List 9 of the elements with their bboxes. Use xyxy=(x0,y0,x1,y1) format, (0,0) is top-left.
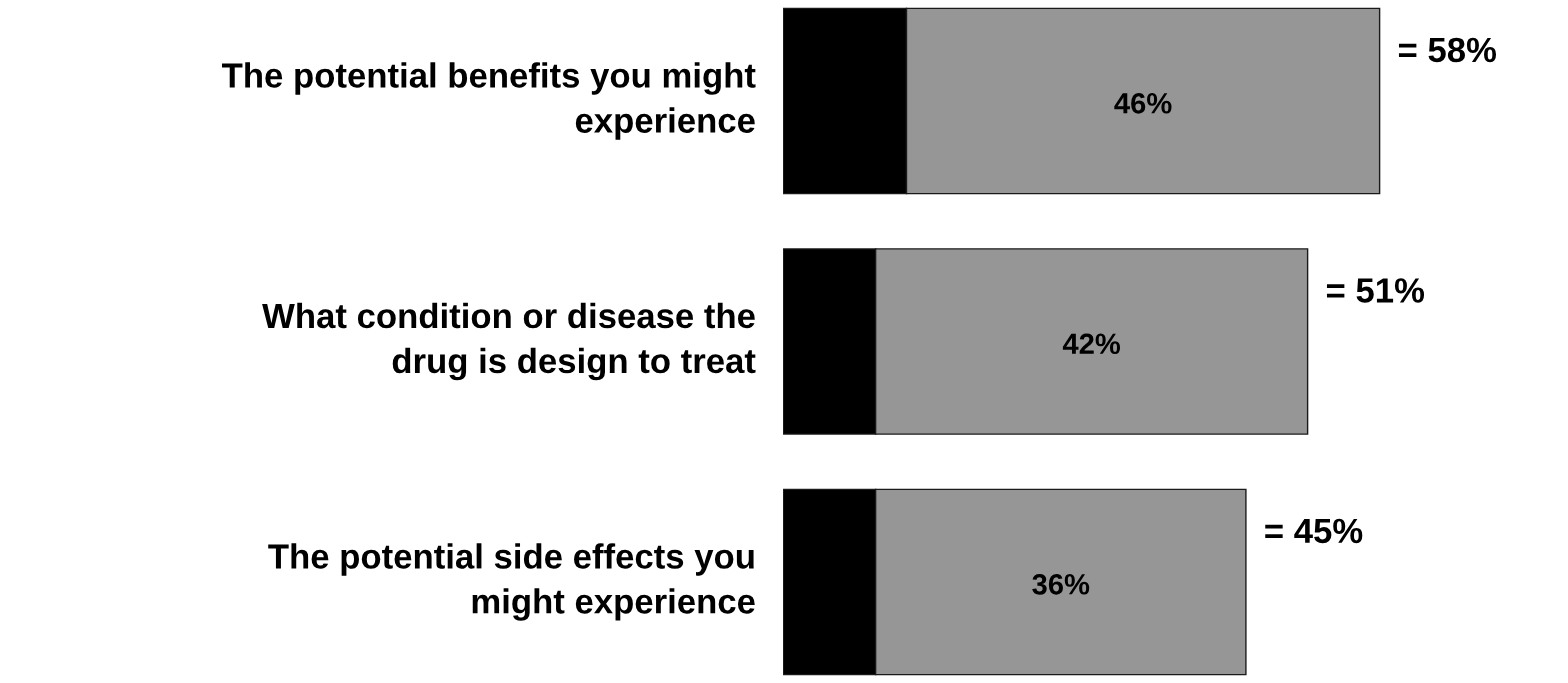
y-tick-label: The potential side effects you might experience xyxy=(268,543,755,621)
y-tick-label: The potential benefits you might experience xyxy=(222,62,756,140)
total-label: = 58% xyxy=(1398,37,1497,63)
data-label: 42% xyxy=(1062,333,1121,355)
data-label: 46% xyxy=(1114,92,1172,114)
total-label: = 51% xyxy=(1326,278,1425,303)
total-label: = 45% xyxy=(1265,518,1363,544)
y-tick-label: What condition or disease the drug is design to treat xyxy=(262,302,756,381)
data-label: 36% xyxy=(1032,573,1090,595)
